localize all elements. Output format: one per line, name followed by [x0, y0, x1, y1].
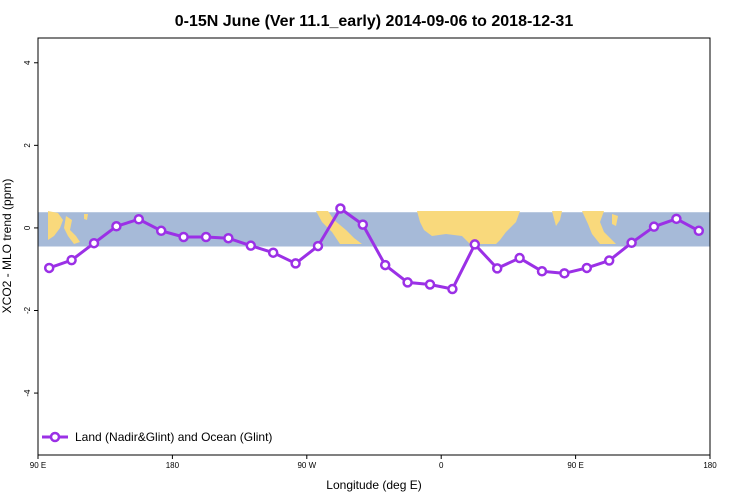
data-point — [447, 283, 458, 295]
data-point — [648, 221, 660, 232]
data-point — [43, 262, 55, 274]
data-point — [559, 268, 570, 279]
y-tick-label: -4 — [23, 389, 32, 397]
land-shape-se-asia — [582, 211, 616, 244]
x-axis: 90 E 180 90 W 0 90 E 180 — [30, 455, 717, 470]
x-tick-label: 90 W — [297, 461, 316, 470]
x-tick-label: 0 — [439, 461, 444, 470]
data-point — [424, 279, 436, 290]
data-point — [312, 240, 324, 252]
land-shapes — [48, 211, 618, 244]
data-point — [335, 203, 346, 214]
y-tick-label: 4 — [23, 60, 32, 65]
land-shape-islands-left — [64, 216, 80, 244]
data-point — [402, 277, 413, 288]
data-point — [245, 240, 257, 251]
plot-area — [37, 37, 711, 456]
data-point — [178, 231, 189, 243]
data-point — [155, 225, 167, 237]
land-shape-islands-right — [612, 214, 618, 226]
data-point — [111, 221, 122, 232]
data-point — [469, 239, 481, 250]
data-point — [290, 258, 301, 269]
y-axis-label: XCO2 - MLO trend (ppm) — [0, 179, 14, 314]
legend-marker-swatch — [49, 431, 61, 443]
x-tick-label: 180 — [166, 461, 180, 470]
data-point — [671, 213, 682, 225]
x-axis-label: Longitude (deg E) — [326, 478, 421, 492]
plot-frame — [37, 37, 711, 456]
land-shape-africa — [417, 211, 520, 244]
data-point — [133, 214, 145, 225]
y-tick-label: 0 — [23, 225, 32, 230]
series-line-group — [43, 203, 705, 295]
legend-label: Land (Nadir&Glint) and Ocean (Glint) — [75, 430, 272, 444]
data-point — [693, 225, 705, 237]
y-tick-label: 2 — [23, 143, 32, 148]
data-point — [603, 255, 615, 266]
x-tick-label: 180 — [703, 461, 717, 470]
data-point — [267, 247, 279, 258]
data-point — [357, 219, 369, 230]
data-point — [66, 254, 77, 266]
land-shape-asia-left — [48, 211, 63, 240]
chart-title: 0-15N June (Ver 11.1_early) 2014-09-06 t… — [175, 13, 574, 30]
data-point — [626, 237, 637, 249]
land-shape-pacific-island — [84, 214, 88, 220]
data-point — [200, 231, 212, 243]
data-point — [88, 237, 100, 249]
data-point — [491, 263, 503, 274]
land-shape-india — [552, 211, 562, 226]
data-point — [536, 266, 548, 277]
x-tick-label: 90 E — [30, 461, 46, 470]
land-shape-central-america — [316, 211, 362, 244]
legend: Land (Nadir&Glint) and Ocean (Glint) — [42, 430, 272, 444]
y-tick-label: -2 — [23, 306, 32, 314]
data-point — [223, 232, 234, 244]
data-point — [581, 262, 593, 274]
data-point — [514, 252, 525, 264]
x-tick-label: 90 E — [567, 461, 583, 470]
data-point — [379, 259, 391, 271]
y-axis: 4 2 0 -2 -4 — [23, 60, 38, 397]
